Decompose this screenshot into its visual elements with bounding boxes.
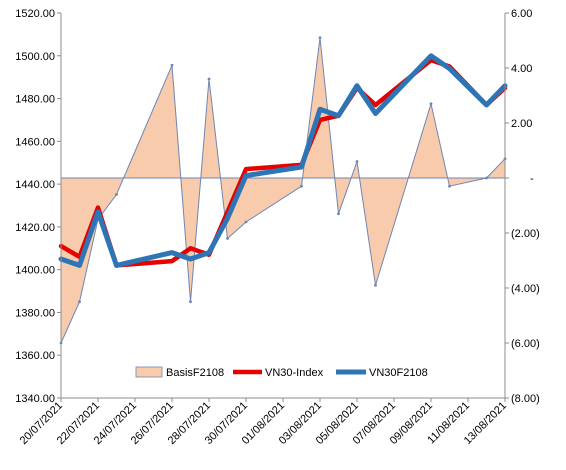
basis-area xyxy=(61,37,505,344)
y-right-tick-label: - xyxy=(530,173,534,185)
line-layer xyxy=(58,53,508,268)
y-right-tick-label: 4.00 xyxy=(511,63,532,75)
y-right-tick-label: (2.00) xyxy=(511,228,540,240)
y-right-tick-label: 6.00 xyxy=(511,8,532,20)
basis-point xyxy=(115,193,118,196)
basis-area-outline xyxy=(60,37,506,344)
y-left-tick-label: 1360.00 xyxy=(15,350,55,362)
y-right-tick-label: (6.00) xyxy=(511,338,540,350)
y-left-tick-label: 1340.00 xyxy=(15,393,55,405)
basis-point xyxy=(374,283,377,287)
y-left-tick-label: 1500.00 xyxy=(15,51,55,63)
legend-label-basisf2108: BasisF2108 xyxy=(166,367,224,379)
y-left-tick-label: 1440.00 xyxy=(15,179,55,191)
y-left-tick-label: 1480.00 xyxy=(15,94,55,106)
y-left-tick-label: 1460.00 xyxy=(15,136,55,148)
y-left-tick-label: 1520.00 xyxy=(15,8,55,20)
basis-point xyxy=(448,184,451,188)
basis-point xyxy=(189,300,192,304)
legend-label-vn30f2108: VN30F2108 xyxy=(369,367,428,379)
vn30f2108-line xyxy=(58,53,508,268)
legend-swatch-basisf2108 xyxy=(135,366,163,378)
basis-point xyxy=(244,220,248,224)
legend-label-vn30-index: VN30-Index xyxy=(265,367,324,379)
basis-point xyxy=(207,77,211,81)
basis-point xyxy=(355,160,359,163)
basis-area-layer xyxy=(59,36,507,345)
basis-point xyxy=(337,212,340,216)
basis-point xyxy=(300,184,303,188)
y-right-tick-label: 2.00 xyxy=(511,118,532,130)
basis-point xyxy=(226,237,229,240)
y-left-tick-label: 1380.00 xyxy=(15,307,55,319)
legend: BasisF2108 VN30-Index VN30F2108 xyxy=(135,366,428,379)
y-left-tick-label: 1400.00 xyxy=(15,265,55,277)
y-right-tick-label: (8.00) xyxy=(511,393,540,405)
basis-point xyxy=(170,63,174,67)
y-right-tick-label: (4.00) xyxy=(511,283,540,295)
y-left-tick-label: 1420.00 xyxy=(15,222,55,234)
basis-point xyxy=(78,300,81,304)
basis-point xyxy=(429,102,433,106)
basis-point xyxy=(318,36,322,40)
